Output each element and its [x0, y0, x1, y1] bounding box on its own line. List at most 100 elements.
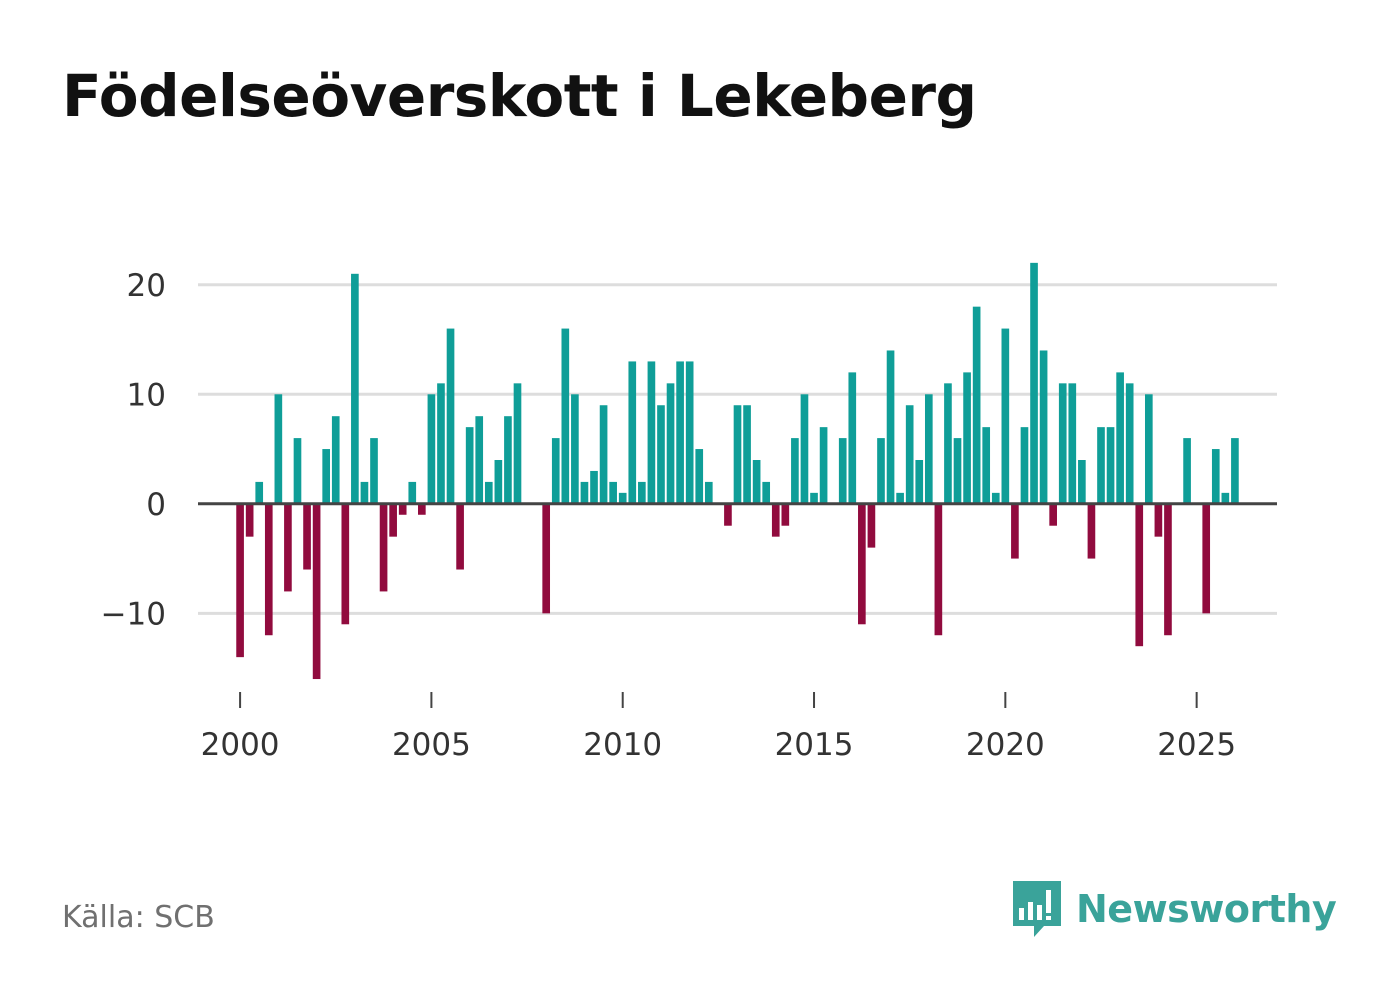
bar [504, 416, 512, 504]
bar [944, 383, 952, 504]
bar [991, 492, 1000, 504]
bar [484, 481, 493, 504]
bar [733, 405, 742, 504]
bar [322, 449, 331, 504]
bar [858, 503, 866, 625]
y-tick-label: 0 [146, 487, 166, 523]
bar [781, 503, 790, 526]
bar [896, 492, 904, 504]
bar [1135, 503, 1144, 647]
bar [982, 427, 991, 504]
bar [599, 405, 608, 504]
bar [752, 460, 761, 504]
bar [638, 481, 646, 504]
bar [953, 438, 962, 504]
x-tick-label: 2005 [392, 727, 471, 763]
y-tick-label: 20 [127, 268, 166, 304]
bar [513, 383, 522, 504]
bar [427, 394, 436, 504]
bar [1106, 427, 1115, 504]
bar [1011, 503, 1019, 559]
bar [418, 503, 426, 515]
bar [370, 438, 378, 504]
bar [934, 503, 943, 636]
bar [1078, 460, 1086, 504]
bar [1087, 503, 1096, 559]
brand-name: Newsworthy [1076, 887, 1337, 931]
bar [351, 273, 359, 504]
bar [762, 481, 771, 504]
x-tick-label: 2025 [1157, 727, 1236, 763]
bar [465, 427, 474, 504]
bar [1221, 492, 1230, 504]
bar [1183, 438, 1191, 504]
bar [561, 328, 570, 504]
brand: Newsworthy [1010, 878, 1337, 940]
bar [695, 449, 704, 504]
bar [647, 361, 656, 504]
bar [255, 481, 264, 504]
bar [475, 416, 484, 504]
bar [972, 306, 981, 504]
bar [236, 503, 244, 658]
bar [1202, 503, 1211, 614]
bar [618, 492, 627, 504]
x-tick-label: 2010 [583, 727, 662, 763]
bar [1030, 262, 1038, 504]
bar [379, 503, 388, 592]
bar [1154, 503, 1163, 537]
bar [341, 503, 350, 625]
bar [312, 503, 321, 680]
grid-lines [198, 283, 1277, 615]
bar [771, 503, 780, 537]
bar [848, 372, 857, 504]
bar [676, 361, 684, 504]
bar [360, 481, 369, 504]
bar [1144, 394, 1153, 504]
bar [1020, 427, 1029, 504]
bar [264, 503, 273, 636]
bar [810, 492, 818, 504]
chart-title: Födelseöverskott i Lekeberg [62, 62, 977, 130]
bar [293, 438, 302, 504]
y-tick-label: 10 [127, 377, 166, 413]
bar [1049, 503, 1057, 526]
bar [408, 481, 417, 504]
bar [905, 405, 914, 504]
bar [1001, 328, 1010, 504]
bar [590, 470, 598, 504]
bar [456, 503, 464, 570]
bar [628, 361, 637, 504]
bar [1116, 372, 1124, 504]
bar [704, 481, 713, 504]
bar [1231, 438, 1239, 504]
bar [398, 503, 407, 515]
bar [924, 394, 933, 504]
bar [685, 361, 694, 504]
source-label: Källa: SCB [62, 900, 215, 935]
bar [1097, 427, 1105, 504]
newsworthy-logo-icon [1013, 881, 1061, 937]
bar [494, 460, 503, 504]
bar [284, 503, 292, 592]
x-tick-label: 2015 [775, 727, 854, 763]
bar [867, 503, 876, 548]
x-tick-label: 2020 [966, 727, 1045, 763]
bar [571, 394, 579, 504]
bars [236, 262, 1239, 680]
x-axis-ticks: 2000 2005 2010 2015 2020 2025 [201, 692, 1236, 763]
bar [446, 328, 455, 504]
bar [303, 503, 311, 570]
y-tick-label: −10 [101, 596, 166, 632]
bar [542, 503, 551, 614]
bar [819, 427, 828, 504]
bar [437, 383, 445, 504]
bar [609, 481, 617, 504]
bar [963, 372, 971, 504]
bar [389, 503, 397, 537]
bar [1164, 503, 1172, 636]
bar [274, 394, 283, 504]
bar [791, 438, 799, 504]
bar [877, 438, 885, 504]
